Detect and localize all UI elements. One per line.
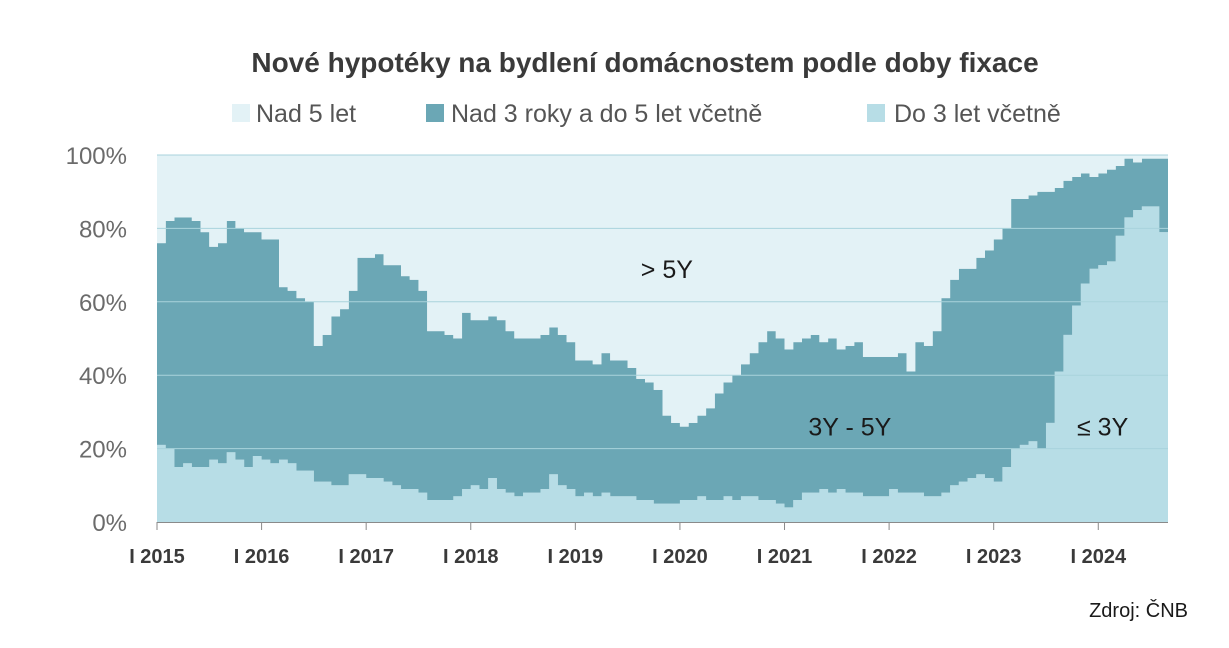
y-tick-label-60: 60% <box>79 290 127 317</box>
legend: Nad 5 let Nad 3 roky a do 5 let včetně D… <box>232 100 1061 128</box>
y-axis-ticks: 0% 20% 40% 60% 80% 100% <box>66 143 127 537</box>
x-tick-label-i-2015: I 2015 <box>129 546 185 568</box>
annotation-3y-5y: 3Y - 5Y <box>808 414 891 442</box>
legend-label-nad-5-let: Nad 5 let <box>256 100 356 128</box>
series-area-nad-5-let <box>157 155 1168 427</box>
source-note: Zdroj: ČNB <box>1089 599 1188 622</box>
x-tick-label-i-2016: I 2016 <box>234 546 290 568</box>
y-tick-label-100: 100% <box>66 143 127 170</box>
y-tick-label-80: 80% <box>79 216 127 243</box>
legend-swatch-nad-5-let <box>232 104 250 122</box>
y-tick-label-0: 0% <box>92 510 127 537</box>
x-tick-label-i-2017: I 2017 <box>338 546 394 568</box>
chart-title: Nové hypotéky na bydlení domácnostem pod… <box>251 47 1038 78</box>
y-tick-label-40: 40% <box>79 363 127 390</box>
annotation-3y: ≤ 3Y <box>1077 414 1129 442</box>
plot-series <box>157 155 1168 522</box>
y-tick-label-20: 20% <box>79 437 127 464</box>
x-axis: I 2015 I 2016 I 2017 I 2018 I 2019 I 2020 I 20… <box>129 522 1168 568</box>
annotation-5y: > 5Y <box>641 256 693 284</box>
legend-item-do-3-let: Do 3 let včetně <box>867 100 1061 128</box>
legend-label-nad-3-roky: Nad 3 roky a do 5 let včetně <box>451 100 762 128</box>
x-tick-label-i-2024: I 2024 <box>1070 546 1126 568</box>
legend-item-nad-3-roky: Nad 3 roky a do 5 let včetně <box>426 100 762 128</box>
legend-label-do-3-let: Do 3 let včetně <box>894 100 1061 128</box>
annotations: > 5Y 3Y - 5Y ≤ 3Y <box>641 256 1129 442</box>
x-tick-label-i-2021: I 2021 <box>757 546 813 568</box>
legend-swatch-do-3-let <box>867 104 885 122</box>
gridlines <box>157 154 1168 450</box>
series-area-nad-3-roky-a-do-5-let-vcetne <box>157 158 1168 508</box>
x-tick-label-i-2020: I 2020 <box>652 546 708 568</box>
x-tick-label-i-2019: I 2019 <box>548 546 604 568</box>
x-tick-label-i-2022: I 2022 <box>861 546 917 568</box>
legend-swatch-nad-3-roky <box>426 104 444 122</box>
legend-item-nad-5-let: Nad 5 let <box>232 100 356 128</box>
x-tick-label-i-2018: I 2018 <box>443 546 499 568</box>
series-area-do-3-let-vcetne <box>157 206 1168 522</box>
x-tick-label-i-2023: I 2023 <box>966 546 1022 568</box>
